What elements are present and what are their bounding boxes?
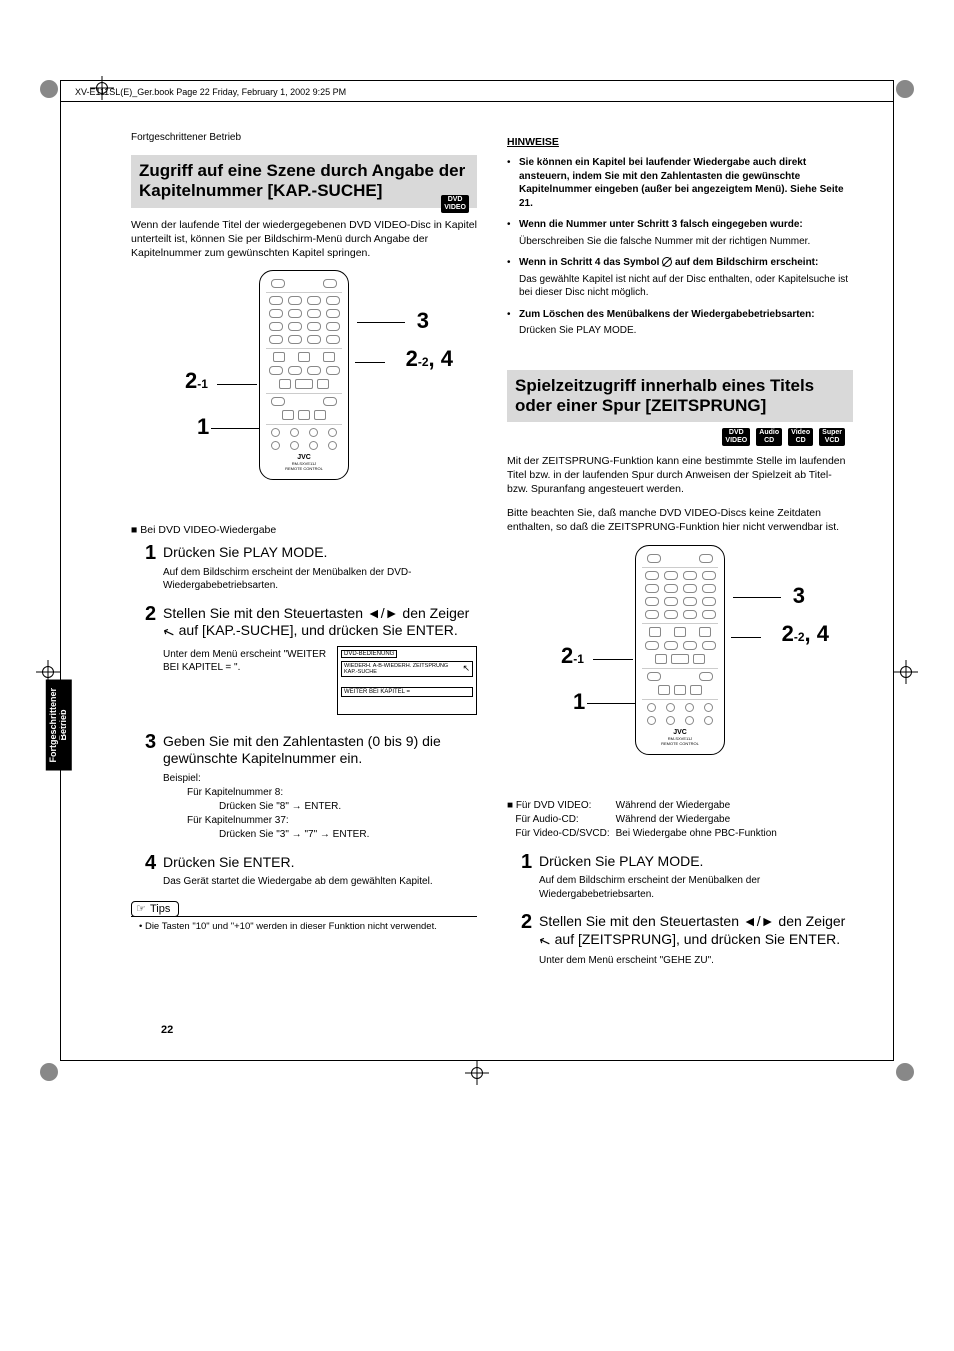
step-num-4: 4 [145,852,156,875]
callout-3: 3 [417,310,429,332]
badge-dvd-video-2: DVDVIDEO [722,428,750,445]
callout-1b: 1 [573,691,585,713]
prohibit-icon [662,257,672,267]
remote-body-2: JVC RM-SXVE11JREMOTE CONTROL [635,545,725,755]
step-1b-title: Drücken Sie PLAY MODE. [539,853,853,871]
registration-mark-bottom [465,1061,489,1085]
hinweise-item-3: Wenn in Schritt 4 das Symbol auf dem Bil… [507,256,853,300]
section-title-timesearch: Spielzeitzugriff innerhalb eines Titels … [507,370,853,423]
step-2-title: Stellen Sie mit den Steuertasten ◄/► den… [163,605,477,642]
step-2: 2 Stellen Sie mit den Steuertasten ◄/► d… [131,605,477,721]
tips-body: • Die Tasten "10" und "+10" werden in di… [131,921,477,934]
step-3: 3 Geben Sie mit den Zahlentasten (0 bis … [131,733,477,842]
example-line-4: Drücken Sie "3" → "7" → ENTER. [163,828,477,842]
hinweise-item-2: Wenn die Nummer unter Schritt 3 falsch e… [507,218,853,248]
left-column: Fortgeschrittener Betrieb Zugriff auf ei… [131,132,477,980]
registration-corner-br [896,1063,914,1081]
step-1: 1 Drücken Sie PLAY MODE. Auf dem Bildsch… [131,544,477,593]
step-1b-body: Auf dem Bildschirm erscheint der Menübal… [539,874,853,901]
timesearch-intro-2: Bitte beachten Sie, daß manche DVD VIDEO… [507,506,853,534]
registration-corner-tl [40,80,58,98]
badge-audio-cd: AudioCD [756,428,782,445]
step-2b-title: Stellen Sie mit den Steuertasten ◄/► den… [539,913,853,950]
page-number: 22 [161,1024,173,1036]
callout-2-2-4b: 2-2, 4 [782,623,829,645]
breadcrumb: Fortgeschrittener Betrieb [131,132,477,143]
step-num-1: 1 [145,542,156,565]
registration-corner-tr [896,80,914,98]
callout-2-1b: 2-1 [561,645,584,667]
hinweise-list: Sie können ein Kapitel bei laufender Wie… [507,156,853,338]
step-num-2: 2 [145,603,156,626]
step-4: 4 Drücken Sie ENTER. Das Gerät startet d… [131,854,477,889]
page-header-line: XV-E111SL(E)_Ger.book Page 22 Friday, Fe… [61,81,893,102]
step-2b-body: Unter dem Menü erscheint "GEHE ZU". [539,954,853,968]
step-1b: 1 Drücken Sie PLAY MODE. Auf dem Bildsch… [507,853,853,902]
page-frame: XV-E111SL(E)_Ger.book Page 22 Friday, Fe… [60,80,894,1061]
example-line-2: Drücken Sie "8" → ENTER. [163,800,477,814]
callout-2-1: 2-1 [185,370,208,392]
right-column: HINWEISE Sie können ein Kapitel bei lauf… [507,132,853,980]
hinweise-item-1: Sie können ein Kapitel bei laufender Wie… [507,156,853,210]
chapter-search-intro: Wenn der laufende Titel der wiedergegebe… [131,218,477,261]
callout-1: 1 [197,416,209,438]
badge-video-cd: VideoCD [788,428,813,445]
mode-table: ■ Für DVD VIDEO: Für Audio-CD: Für Video… [507,799,853,841]
step-num-2b: 2 [521,911,532,934]
section-title-chapter-search: Zugriff auf eine Szene durch Angabe der … [131,155,477,208]
timesearch-intro-1: Mit der ZEITSPRUNG-Funktion kann eine be… [507,454,853,497]
remote-diagram-2: JVC RM-SXVE11JREMOTE CONTROL 3 2-2, 4 2-… [507,545,853,785]
callout-2-2-4: 2-2, 4 [406,348,453,370]
osd-sub-row: WEITER BEI KAPITEL = [341,687,473,697]
tips-label: Tips [131,901,179,917]
remote-body: JVC RM-SXVE11JREMOTE CONTROL [259,270,349,480]
step-4-title: Drücken Sie ENTER. [163,854,477,872]
hinweise-item-4: Zum Löschen des Menübalkens der Wiederga… [507,308,853,338]
step-2b: 2 Stellen Sie mit den Steuertasten ◄/► d… [507,913,853,968]
example-line-1: Für Kapitelnummer 8: [163,786,477,800]
step-4-body: Das Gerät startet die Wiedergabe ab dem … [163,875,477,889]
step-3-example: Beispiel: Für Kapitelnummer 8: Drücken S… [163,772,477,842]
step-num-3: 3 [145,731,156,754]
callout-3b: 3 [793,585,805,607]
tips-box: Tips • Die Tasten "10" und "+10" werden … [131,901,477,934]
osd-menu-row: WIEDERH. A-B-WIEDERH. ZEITSPRUNG KAP.-SU… [341,661,473,677]
hinweise-title: HINWEISE [507,136,853,148]
remote-diagram-1: JVC RM-SXVE11JREMOTE CONTROL 3 2-2, 4 2-… [131,270,477,510]
registration-mark-right [894,660,918,684]
example-label: Beispiel: [163,772,477,786]
playback-context: ■ Bei DVD VIDEO-Wiedergabe [131,524,477,536]
badge-dvd-video: DVDVIDEO [441,195,469,212]
osd-display-box: DVD-BEDIENUNG WIEDERH. A-B-WIEDERH. ZEIT… [337,646,477,715]
section-title-text-2: Spielzeitzugriff innerhalb eines Titels … [515,376,814,415]
example-line-3: Für Kapitelnummer 37: [163,814,477,828]
section-title-text: Zugriff auf eine Szene durch Angabe der … [139,161,465,200]
badge-super-vcd: SuperVCD [819,428,845,445]
osd-label: DVD-BEDIENUNG [341,650,397,658]
badges-row: DVDVIDEO AudioCD VideoCD SuperVCD [507,428,853,445]
step-num-1b: 1 [521,851,532,874]
step-3-title: Geben Sie mit den Zahlentasten (0 bis 9)… [163,733,477,768]
step-1-title: Drücken Sie PLAY MODE. [163,544,477,562]
step-1-body: Auf dem Bildschirm erscheint der Menübal… [163,566,477,593]
registration-corner-bl [40,1063,58,1081]
